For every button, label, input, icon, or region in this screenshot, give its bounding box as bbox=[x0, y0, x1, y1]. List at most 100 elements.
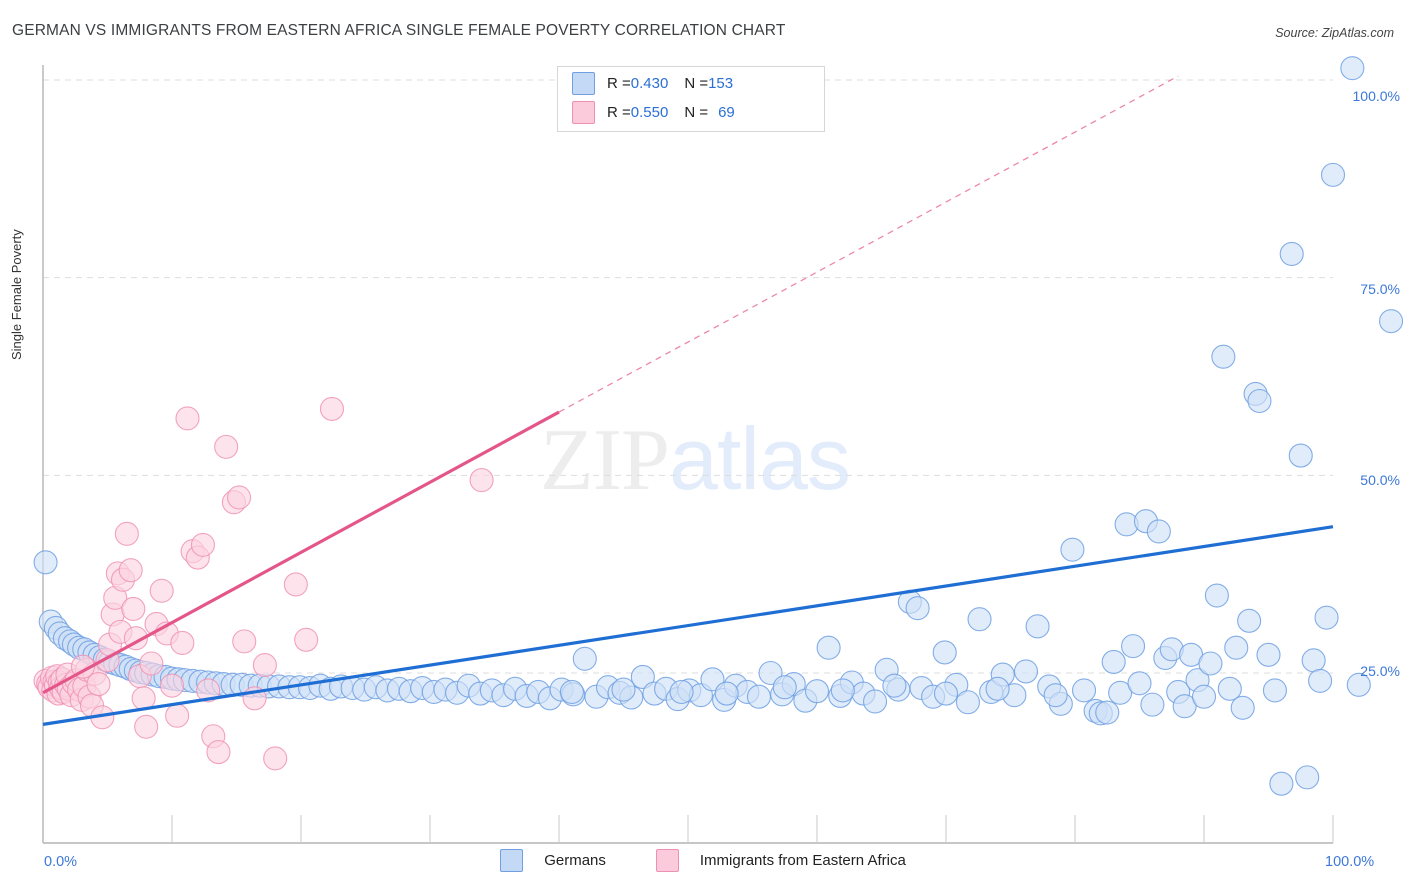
data-point bbox=[611, 677, 636, 702]
data-point bbox=[1224, 635, 1249, 660]
data-point bbox=[1262, 678, 1287, 703]
r-label-germans: R = bbox=[607, 74, 631, 92]
r-value-germans: 0.430 bbox=[630, 74, 669, 92]
data-point bbox=[1211, 344, 1236, 369]
data-point bbox=[1140, 692, 1165, 717]
trendline-germans bbox=[42, 525, 1334, 726]
data-point bbox=[1301, 648, 1326, 673]
y-tick-50: 50.0% bbox=[1360, 472, 1400, 488]
data-point bbox=[1191, 684, 1217, 709]
stats-legend-row-germans: R = 0.430 N = 153 bbox=[558, 70, 824, 96]
data-point bbox=[669, 679, 694, 705]
data-point bbox=[252, 653, 277, 678]
data-point bbox=[572, 646, 597, 671]
series-legend: Germans Immigrants from Eastern Africa bbox=[0, 849, 1406, 872]
stats-legend: R = 0.430 N = 153 R = 0.550 N = 69 bbox=[557, 66, 825, 132]
x-tick-min: 0.0% bbox=[44, 854, 78, 870]
data-point bbox=[1279, 241, 1304, 266]
data-point bbox=[469, 468, 494, 493]
r-label-immigrants: R = bbox=[607, 103, 631, 121]
data-point bbox=[1013, 659, 1039, 684]
data-point bbox=[196, 678, 221, 703]
data-point bbox=[175, 406, 200, 431]
data-point bbox=[165, 703, 190, 728]
data-point bbox=[1237, 608, 1262, 633]
y-tick-75: 75.0% bbox=[1360, 281, 1400, 297]
data-point bbox=[1060, 537, 1085, 562]
data-point bbox=[816, 635, 841, 660]
series-legend-item-germans[interactable]: Germans bbox=[500, 849, 606, 872]
x-tick-max: 100.0% bbox=[1325, 854, 1375, 870]
data-point bbox=[559, 679, 584, 705]
data-point bbox=[206, 740, 231, 765]
y-tick-100: 100.0% bbox=[1352, 88, 1400, 104]
data-point bbox=[283, 572, 308, 597]
data-point bbox=[1256, 642, 1281, 667]
data-point bbox=[214, 434, 239, 459]
data-point bbox=[1043, 683, 1068, 708]
data-point bbox=[1172, 694, 1197, 719]
series-label-germans: Germans bbox=[544, 852, 606, 869]
n-label-immigrants: N = bbox=[684, 103, 709, 121]
data-point bbox=[830, 678, 855, 703]
data-point bbox=[862, 689, 888, 714]
series-swatch-germans bbox=[500, 849, 524, 872]
data-point bbox=[1071, 678, 1097, 703]
data-point bbox=[1379, 309, 1404, 334]
data-point bbox=[232, 629, 257, 654]
data-point bbox=[190, 532, 216, 557]
trendline-immigrants-projection bbox=[558, 75, 1179, 413]
data-point bbox=[139, 651, 164, 676]
n-label-germans: N = bbox=[684, 74, 709, 92]
data-point bbox=[1204, 583, 1229, 608]
data-point bbox=[118, 558, 143, 583]
data-point bbox=[985, 676, 1010, 701]
data-point bbox=[159, 673, 185, 698]
legend-swatch-germans bbox=[572, 71, 595, 95]
data-point bbox=[746, 684, 772, 709]
series-swatch-immigrants bbox=[655, 849, 679, 872]
data-point bbox=[1340, 56, 1365, 81]
data-point bbox=[933, 681, 959, 706]
data-point bbox=[1025, 614, 1050, 639]
data-point bbox=[134, 714, 159, 739]
page-title: GERMAN VS IMMIGRANTS FROM EASTERN AFRICA… bbox=[12, 22, 786, 39]
data-point bbox=[170, 630, 195, 656]
data-point bbox=[1247, 388, 1272, 414]
data-point bbox=[149, 578, 174, 603]
series-points-germans bbox=[33, 56, 1404, 796]
data-point bbox=[33, 550, 58, 575]
data-point bbox=[263, 746, 288, 771]
data-point bbox=[1295, 765, 1320, 790]
data-point bbox=[1127, 671, 1152, 696]
data-point bbox=[1314, 605, 1339, 630]
data-point bbox=[932, 640, 957, 665]
data-point bbox=[905, 596, 930, 621]
trendline-immigrants bbox=[42, 410, 560, 695]
y-tick-25: 25.0% bbox=[1360, 663, 1400, 679]
series-label-immigrants: Immigrants from Eastern Africa bbox=[699, 852, 906, 869]
data-point bbox=[882, 673, 907, 698]
data-point bbox=[1308, 668, 1333, 693]
data-point bbox=[319, 396, 345, 421]
legend-swatch-immigrants bbox=[572, 100, 595, 124]
data-point bbox=[86, 672, 111, 697]
data-point bbox=[714, 681, 739, 706]
n-value-germans: 153 bbox=[708, 74, 734, 92]
data-point bbox=[1288, 443, 1313, 468]
data-point bbox=[1269, 771, 1294, 796]
data-point bbox=[955, 690, 980, 715]
source-label: Source: ZipAtlas.com bbox=[1275, 26, 1394, 40]
data-point bbox=[1230, 695, 1255, 720]
data-point bbox=[1121, 634, 1146, 659]
data-point bbox=[1108, 680, 1133, 705]
data-point bbox=[967, 607, 992, 632]
n-value-immigrants: 69 bbox=[718, 103, 735, 121]
data-point bbox=[227, 485, 252, 510]
series-legend-item-immigrants[interactable]: Immigrants from Eastern Africa bbox=[655, 849, 906, 872]
data-point bbox=[772, 675, 797, 700]
data-point bbox=[1320, 162, 1346, 187]
stats-legend-row-immigrants: R = 0.550 N = 69 bbox=[558, 99, 824, 125]
